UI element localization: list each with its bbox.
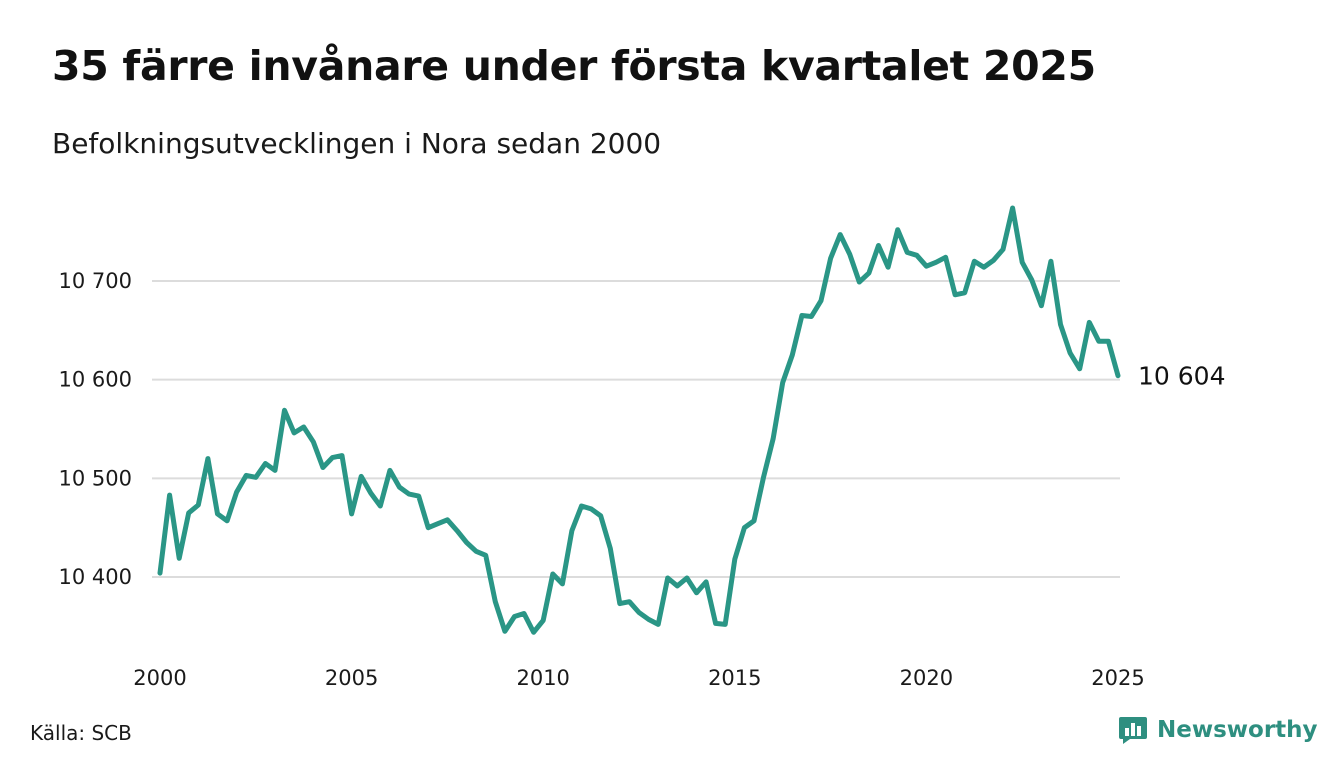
y-tick-label: 10 700 — [59, 269, 132, 293]
x-tick-label: 2025 — [1091, 666, 1144, 690]
x-tick-label: 2010 — [516, 666, 569, 690]
x-tick-label: 2005 — [325, 666, 378, 690]
end-value-label: 10 604 — [1138, 362, 1225, 391]
line-chart: 10 400 10 500 10 600 10 700 2000 2005 2010 201… — [59, 205, 1225, 690]
source-note: Källa: SCB — [30, 721, 132, 745]
x-axis-ticks: 2000 2005 2010 2015 2020 2025 — [133, 666, 1144, 690]
y-tick-label: 10 500 — [59, 466, 132, 490]
brand-name: Newsworthy — [1157, 717, 1318, 743]
y-tick-label: 10 400 — [59, 565, 132, 589]
bar-chart-speech-bubble-icon — [1119, 717, 1147, 744]
x-tick-label: 2015 — [708, 666, 761, 690]
x-tick-label: 2020 — [900, 666, 953, 690]
x-tick-label: 2000 — [133, 666, 186, 690]
chart-subtitle: Befolkningsutvecklingen i Nora sedan 200… — [52, 127, 662, 160]
y-tick-label: 10 600 — [59, 368, 132, 392]
brand-logo: Newsworthy — [1118, 714, 1318, 746]
grid-lines — [152, 280, 1120, 578]
population-line — [157, 205, 1121, 635]
chart-title: 35 färre invånare under första kvartalet… — [52, 42, 1096, 90]
y-axis-ticks: 10 400 10 500 10 600 10 700 — [59, 269, 132, 589]
